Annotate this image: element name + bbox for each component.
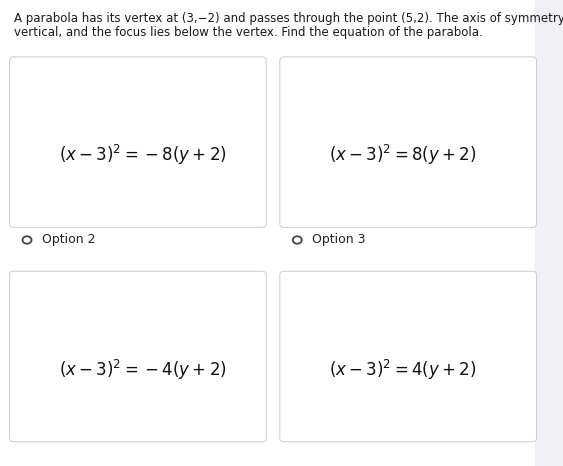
FancyBboxPatch shape: [280, 271, 537, 442]
FancyBboxPatch shape: [10, 57, 266, 227]
Text: Option 3: Option 3: [312, 233, 366, 247]
Text: $(x-3)^2 = 4(y+2)$: $(x-3)^2 = 4(y+2)$: [329, 357, 476, 382]
FancyBboxPatch shape: [280, 57, 537, 227]
Text: vertical, and the focus lies below the vertex. Find the equation of the parabola: vertical, and the focus lies below the v…: [14, 26, 483, 39]
Text: $(x-3)^2 = -8(y+2)$: $(x-3)^2 = -8(y+2)$: [59, 143, 226, 167]
Text: $(x-3)^2 = 8(y+2)$: $(x-3)^2 = 8(y+2)$: [329, 143, 476, 167]
Text: Option 2: Option 2: [42, 233, 96, 247]
Text: A parabola has its vertex at (3,−2) and passes through the point (5,2). The axis: A parabola has its vertex at (3,−2) and …: [14, 12, 563, 25]
FancyBboxPatch shape: [10, 271, 266, 442]
Text: $(x-3)^2 = -4(y+2)$: $(x-3)^2 = -4(y+2)$: [59, 357, 226, 382]
Bar: [535, 0, 563, 466]
